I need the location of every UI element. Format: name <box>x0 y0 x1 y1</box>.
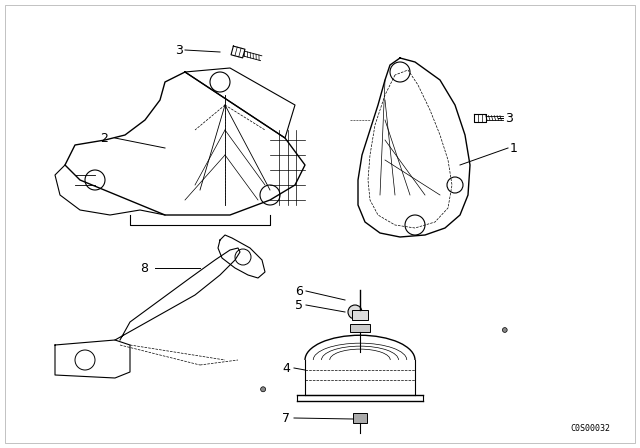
Bar <box>353 413 367 423</box>
Text: 5: 5 <box>295 298 303 311</box>
Text: 8: 8 <box>140 262 148 275</box>
Text: 6: 6 <box>295 284 303 297</box>
Circle shape <box>260 387 266 392</box>
Text: 3: 3 <box>505 112 513 125</box>
Text: C0S00032: C0S00032 <box>570 424 610 433</box>
Bar <box>350 324 370 332</box>
Text: 1: 1 <box>510 142 518 155</box>
Circle shape <box>502 327 507 332</box>
Text: 7: 7 <box>282 412 290 425</box>
Circle shape <box>348 305 362 319</box>
Text: 4: 4 <box>282 362 290 375</box>
Text: 3: 3 <box>175 43 183 56</box>
Bar <box>352 310 368 320</box>
Text: 2: 2 <box>100 132 108 145</box>
